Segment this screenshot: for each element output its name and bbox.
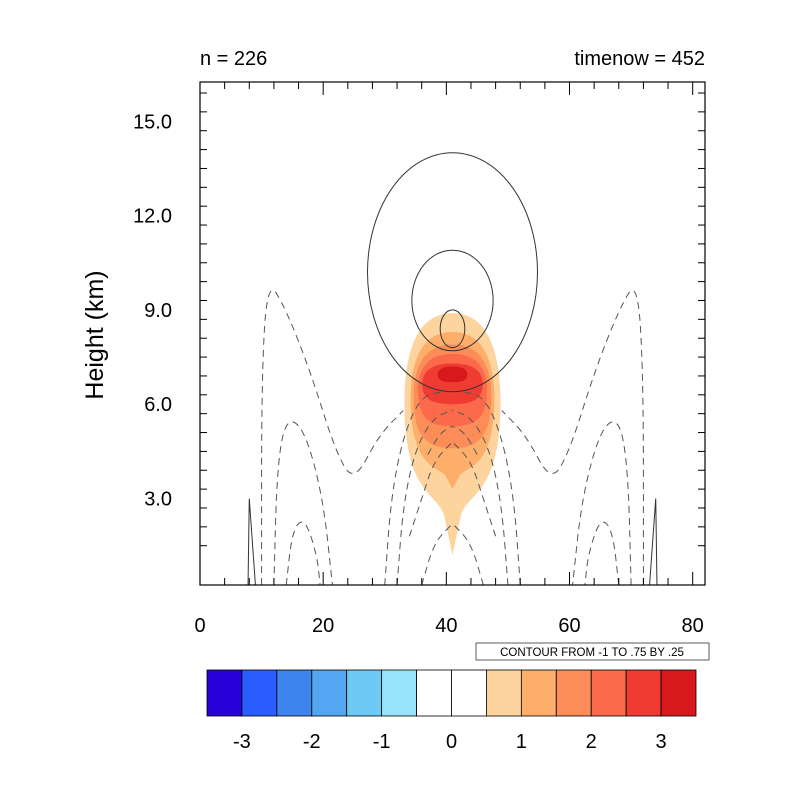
filled-contours bbox=[404, 313, 501, 556]
colorbar-labels: -3 -2 -1 0 1 2 3 bbox=[233, 731, 667, 753]
colorbar-cell-8 bbox=[486, 669, 522, 717]
colorbar-cell-11 bbox=[590, 669, 627, 717]
positive-contour-0 bbox=[367, 152, 538, 393]
colorbar-cell-6 bbox=[416, 669, 452, 717]
x-tick-label: 80 bbox=[682, 615, 704, 637]
positive-contour-2 bbox=[439, 309, 466, 349]
colorbar-cell-12 bbox=[625, 669, 662, 717]
colorbar-label: 3 bbox=[656, 731, 667, 753]
colorbar-label: 0 bbox=[446, 731, 457, 753]
colorbar-label: -3 bbox=[233, 731, 251, 753]
colorbar-cell-4 bbox=[346, 669, 383, 717]
negative-contour-left-7 bbox=[427, 425, 453, 455]
negative-contour-right-7 bbox=[452, 425, 478, 455]
y-tick-label: 15.0 bbox=[133, 111, 172, 133]
positive-contour-1 bbox=[411, 249, 494, 352]
x-tick-label: 0 bbox=[194, 615, 205, 637]
negative-contour-right-2 bbox=[584, 521, 620, 585]
colorbar-cell-3 bbox=[311, 669, 348, 717]
x-tick-label: 40 bbox=[435, 615, 457, 637]
colorbar-cell-9 bbox=[520, 669, 557, 717]
positive-contour-edge-1 bbox=[649, 498, 658, 585]
contour-info-box bbox=[475, 642, 710, 661]
negative-contour-right-6 bbox=[452, 523, 484, 585]
fill-level-4 bbox=[422, 363, 483, 405]
colorbar-label: -1 bbox=[373, 731, 391, 753]
negative-contour-left-5 bbox=[408, 441, 453, 537]
colorbar-cell-1 bbox=[241, 669, 278, 717]
x-tick-label: 20 bbox=[312, 615, 334, 637]
negative-contour-left-4 bbox=[396, 410, 453, 585]
y-tick-labels: 3.0 6.0 9.0 12.0 15.0 bbox=[133, 111, 172, 510]
negative-contour-right-4 bbox=[452, 410, 509, 585]
axis-ticks bbox=[199, 82, 705, 585]
negative-contour-right-0 bbox=[501, 289, 644, 585]
positive-contour-edge-0 bbox=[247, 498, 256, 585]
y-tick-label: 3.0 bbox=[144, 489, 172, 511]
colorbar-label: 1 bbox=[516, 731, 527, 753]
colorbar bbox=[206, 669, 697, 717]
negative-contour-left-3 bbox=[384, 391, 447, 585]
fill-level-5 bbox=[437, 366, 468, 383]
negative-contour-right-1 bbox=[572, 421, 632, 585]
positive-contour-lines bbox=[247, 152, 658, 585]
y-tick-label: 6.0 bbox=[144, 394, 172, 416]
title-right: timenow = 452 bbox=[574, 48, 705, 70]
title-left: n = 226 bbox=[200, 48, 267, 70]
colorbar-cell-13 bbox=[660, 669, 697, 717]
y-tick-label: 9.0 bbox=[144, 300, 172, 322]
negative-contour-left-2 bbox=[285, 521, 321, 585]
colorbar-cell-7 bbox=[451, 669, 487, 717]
x-tick-label: 60 bbox=[558, 615, 580, 637]
negative-contour-left-6 bbox=[421, 523, 453, 585]
y-axis-label: Height (km) bbox=[81, 270, 109, 399]
contour-info-text: CONTOUR FROM -1 TO .75 BY .25 bbox=[500, 647, 684, 659]
colorbar-cell-5 bbox=[381, 669, 417, 717]
colorbar-label: -2 bbox=[303, 731, 321, 753]
colorbar-cell-0 bbox=[206, 669, 243, 717]
negative-contour-right-5 bbox=[452, 441, 497, 537]
negative-contour-right-3 bbox=[458, 391, 521, 585]
negative-contour-left-0 bbox=[261, 289, 404, 585]
x-tick-labels: 0 20 40 60 80 bbox=[194, 615, 703, 637]
colorbar-cell-2 bbox=[276, 669, 313, 717]
colorbar-label: 2 bbox=[586, 731, 597, 753]
y-tick-label: 12.0 bbox=[133, 206, 172, 228]
negative-contour-left-1 bbox=[273, 421, 333, 585]
plot-frame bbox=[199, 81, 706, 586]
negative-contour-lines bbox=[261, 289, 644, 585]
colorbar-cell-10 bbox=[555, 669, 592, 717]
